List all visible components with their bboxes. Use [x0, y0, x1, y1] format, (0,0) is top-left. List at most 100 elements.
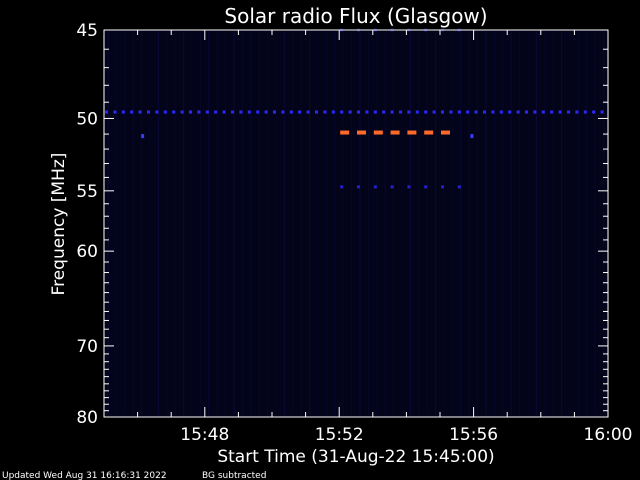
band-dash [592, 110, 596, 114]
band-dash [441, 185, 444, 189]
band-0 [105, 110, 604, 114]
band-dash [315, 110, 318, 114]
x-tick-label: 15:56 [449, 425, 498, 445]
band-dash [457, 185, 461, 189]
band-dash [264, 110, 268, 114]
band-dash [508, 110, 512, 114]
band-dash [424, 185, 428, 189]
band-dash [373, 185, 377, 189]
band-dash [205, 110, 209, 114]
band-dash [583, 110, 587, 114]
band-dash [449, 110, 453, 114]
band-dash [525, 110, 528, 114]
band-dash [105, 110, 108, 114]
band-dash [180, 110, 184, 114]
band-dash [373, 110, 377, 114]
band-dash [390, 130, 400, 135]
band-dash [172, 110, 176, 114]
band-dash [256, 110, 260, 114]
chart-title: Solar radio Flux (Glasgow) [224, 4, 487, 28]
band-dash [382, 110, 386, 114]
band-dash [298, 110, 302, 114]
band-dash [163, 110, 167, 114]
y-tick-label: 80 [76, 408, 98, 428]
band-dash [424, 130, 434, 135]
band-dash [323, 110, 327, 114]
bg-subtracted-note: BG subtracted [202, 471, 266, 480]
band-dash [516, 110, 520, 114]
band-dash [247, 110, 251, 114]
y-tick-label: 50 [76, 109, 98, 129]
band-dash [390, 110, 394, 114]
band-dash [113, 110, 117, 114]
band-1 [340, 130, 450, 135]
x-tick-label: 15:52 [315, 425, 364, 445]
y-tick-label: 55 [76, 182, 98, 202]
band-dash [365, 110, 369, 114]
band-dash [432, 110, 436, 114]
band-dash [550, 110, 554, 114]
band-dash [357, 110, 360, 114]
band-dash [340, 130, 350, 135]
band-dash [239, 110, 243, 114]
band-dash [541, 110, 545, 114]
plot-axes: 15:48 15:52 15:56 16:00 45 50 55 60 70 80 [76, 21, 632, 445]
band-dash [222, 110, 226, 114]
x-tick-label: 16:00 [584, 425, 633, 445]
band-dash [483, 110, 486, 114]
band-dash [138, 110, 142, 114]
band-dash [357, 185, 360, 189]
band-dash [441, 110, 444, 114]
band-dash [306, 110, 310, 114]
band-dash [340, 185, 344, 189]
band-dash [575, 110, 579, 114]
band-dash [415, 110, 419, 114]
band-dash [231, 110, 234, 114]
band-dash [407, 185, 411, 189]
band-dash [399, 110, 402, 114]
y-tick-label: 70 [76, 337, 98, 357]
band-dash [289, 110, 293, 114]
band-dash [466, 110, 470, 114]
y-tick-label: 45 [76, 21, 98, 41]
band-dash [474, 110, 478, 114]
band-dash [155, 110, 159, 114]
band-dash [424, 110, 428, 114]
band-dash [558, 110, 562, 114]
updated-timestamp: Updated Wed Aug 31 16:16:31 2022 [2, 471, 167, 480]
band-dash [189, 110, 192, 114]
band-dash [340, 110, 344, 114]
band-dash [331, 110, 335, 114]
band-dash [499, 110, 503, 114]
band-dash [441, 130, 450, 135]
x-axis-label: Start Time (31-Aug-22 15:45:00) [217, 447, 494, 467]
y-tick-label: 60 [76, 242, 98, 262]
band-dash [214, 110, 218, 114]
plot-area [104, 30, 608, 417]
band-dash [130, 110, 134, 114]
band-dash [600, 110, 604, 114]
spot-1 [470, 134, 474, 139]
axes-frame [103, 29, 609, 418]
band-dash [407, 130, 417, 135]
band-dash [121, 110, 125, 114]
band-dash [390, 185, 394, 189]
band-2 [340, 185, 461, 189]
band-dash [348, 110, 352, 114]
band-dash [373, 130, 383, 135]
band-dash [281, 110, 285, 114]
band-dash [457, 110, 461, 114]
spot-0 [141, 134, 145, 139]
y-axis-label: Frequency [MHz] [49, 153, 69, 296]
band-dash [273, 110, 276, 114]
band-dash [491, 110, 495, 114]
band-dash [197, 110, 201, 114]
band-dash [407, 110, 411, 114]
band-dash [147, 110, 150, 114]
band-dash [567, 110, 570, 114]
band-dash [357, 130, 366, 135]
vertical-stripes [107, 32, 605, 415]
x-tick-label: 15:48 [180, 425, 229, 445]
band-dash [533, 110, 537, 114]
